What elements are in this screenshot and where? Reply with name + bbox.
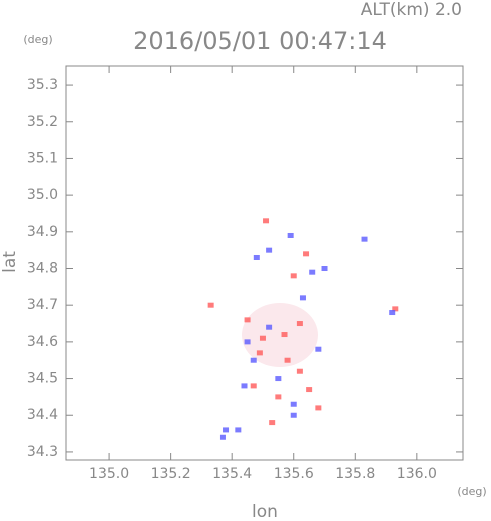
y-unit: (deg) (23, 33, 52, 46)
echo-point (290, 401, 297, 407)
y-tick-label: 35.1 (27, 150, 58, 166)
echo-point (296, 321, 303, 327)
echo-point (250, 357, 257, 363)
y-tick-label: 34.5 (27, 371, 58, 387)
echo-point (256, 350, 263, 356)
echo-point (361, 236, 368, 242)
plot-frame (65, 65, 464, 461)
y-tick-label: 34.9 (27, 224, 58, 240)
echo-point (235, 427, 242, 433)
echo-point (250, 383, 257, 389)
echo-point (244, 317, 251, 323)
echo-point (284, 357, 291, 363)
chart-title: 2016/05/01 00:47:14 (133, 27, 387, 55)
y-tick-label: 34.3 (27, 444, 58, 460)
x-unit: (deg) (457, 485, 486, 498)
echo-point (259, 335, 266, 341)
echo-point (275, 394, 282, 400)
echo-point (315, 405, 322, 411)
y-tick-label: 34.4 (27, 407, 58, 423)
echo-point (266, 247, 273, 253)
echo-point (244, 339, 251, 345)
echo-point (269, 420, 276, 426)
echo-point (263, 218, 270, 224)
echo-point (299, 295, 306, 301)
y-tick-label: 35.2 (27, 114, 58, 130)
echo-point (306, 387, 313, 393)
y-tick-label: 35.3 (27, 77, 58, 93)
echo-point (275, 376, 282, 382)
echo-point (281, 332, 288, 338)
y-tick-label: 34.8 (27, 261, 58, 277)
echo-point (303, 251, 310, 257)
echo-point (309, 269, 316, 275)
echo-point (296, 368, 303, 374)
y-tick-label: 34.7 (27, 297, 58, 313)
y-tick-label: 34.6 (27, 334, 58, 350)
echo-point (290, 273, 297, 279)
echo-point (287, 232, 294, 238)
x-tick-label: 136.0 (397, 466, 437, 482)
echo-point (241, 383, 248, 389)
x-tick-label: 135.4 (212, 466, 252, 482)
echo-point (223, 427, 230, 433)
echo-point (207, 302, 214, 308)
x-axis-label: lon (252, 502, 278, 521)
x-tick-label: 135.0 (89, 466, 129, 482)
subtitle: ALT(km) 2.0 (361, 0, 462, 20)
echo-point (266, 324, 273, 330)
echo-point (315, 346, 322, 352)
x-tick-label: 135.2 (151, 466, 191, 482)
echo-point (219, 434, 226, 440)
echo-point (253, 254, 260, 260)
x-tick-label: 135.6 (274, 466, 314, 482)
echo-point (321, 266, 328, 272)
echo-point (392, 306, 399, 312)
echo-point (389, 310, 396, 316)
background-echo (242, 303, 318, 367)
echo-point (290, 412, 297, 418)
y-axis-label: lat (0, 251, 20, 273)
x-tick-label: 135.8 (335, 466, 375, 482)
y-tick-label: 35.0 (27, 187, 58, 203)
